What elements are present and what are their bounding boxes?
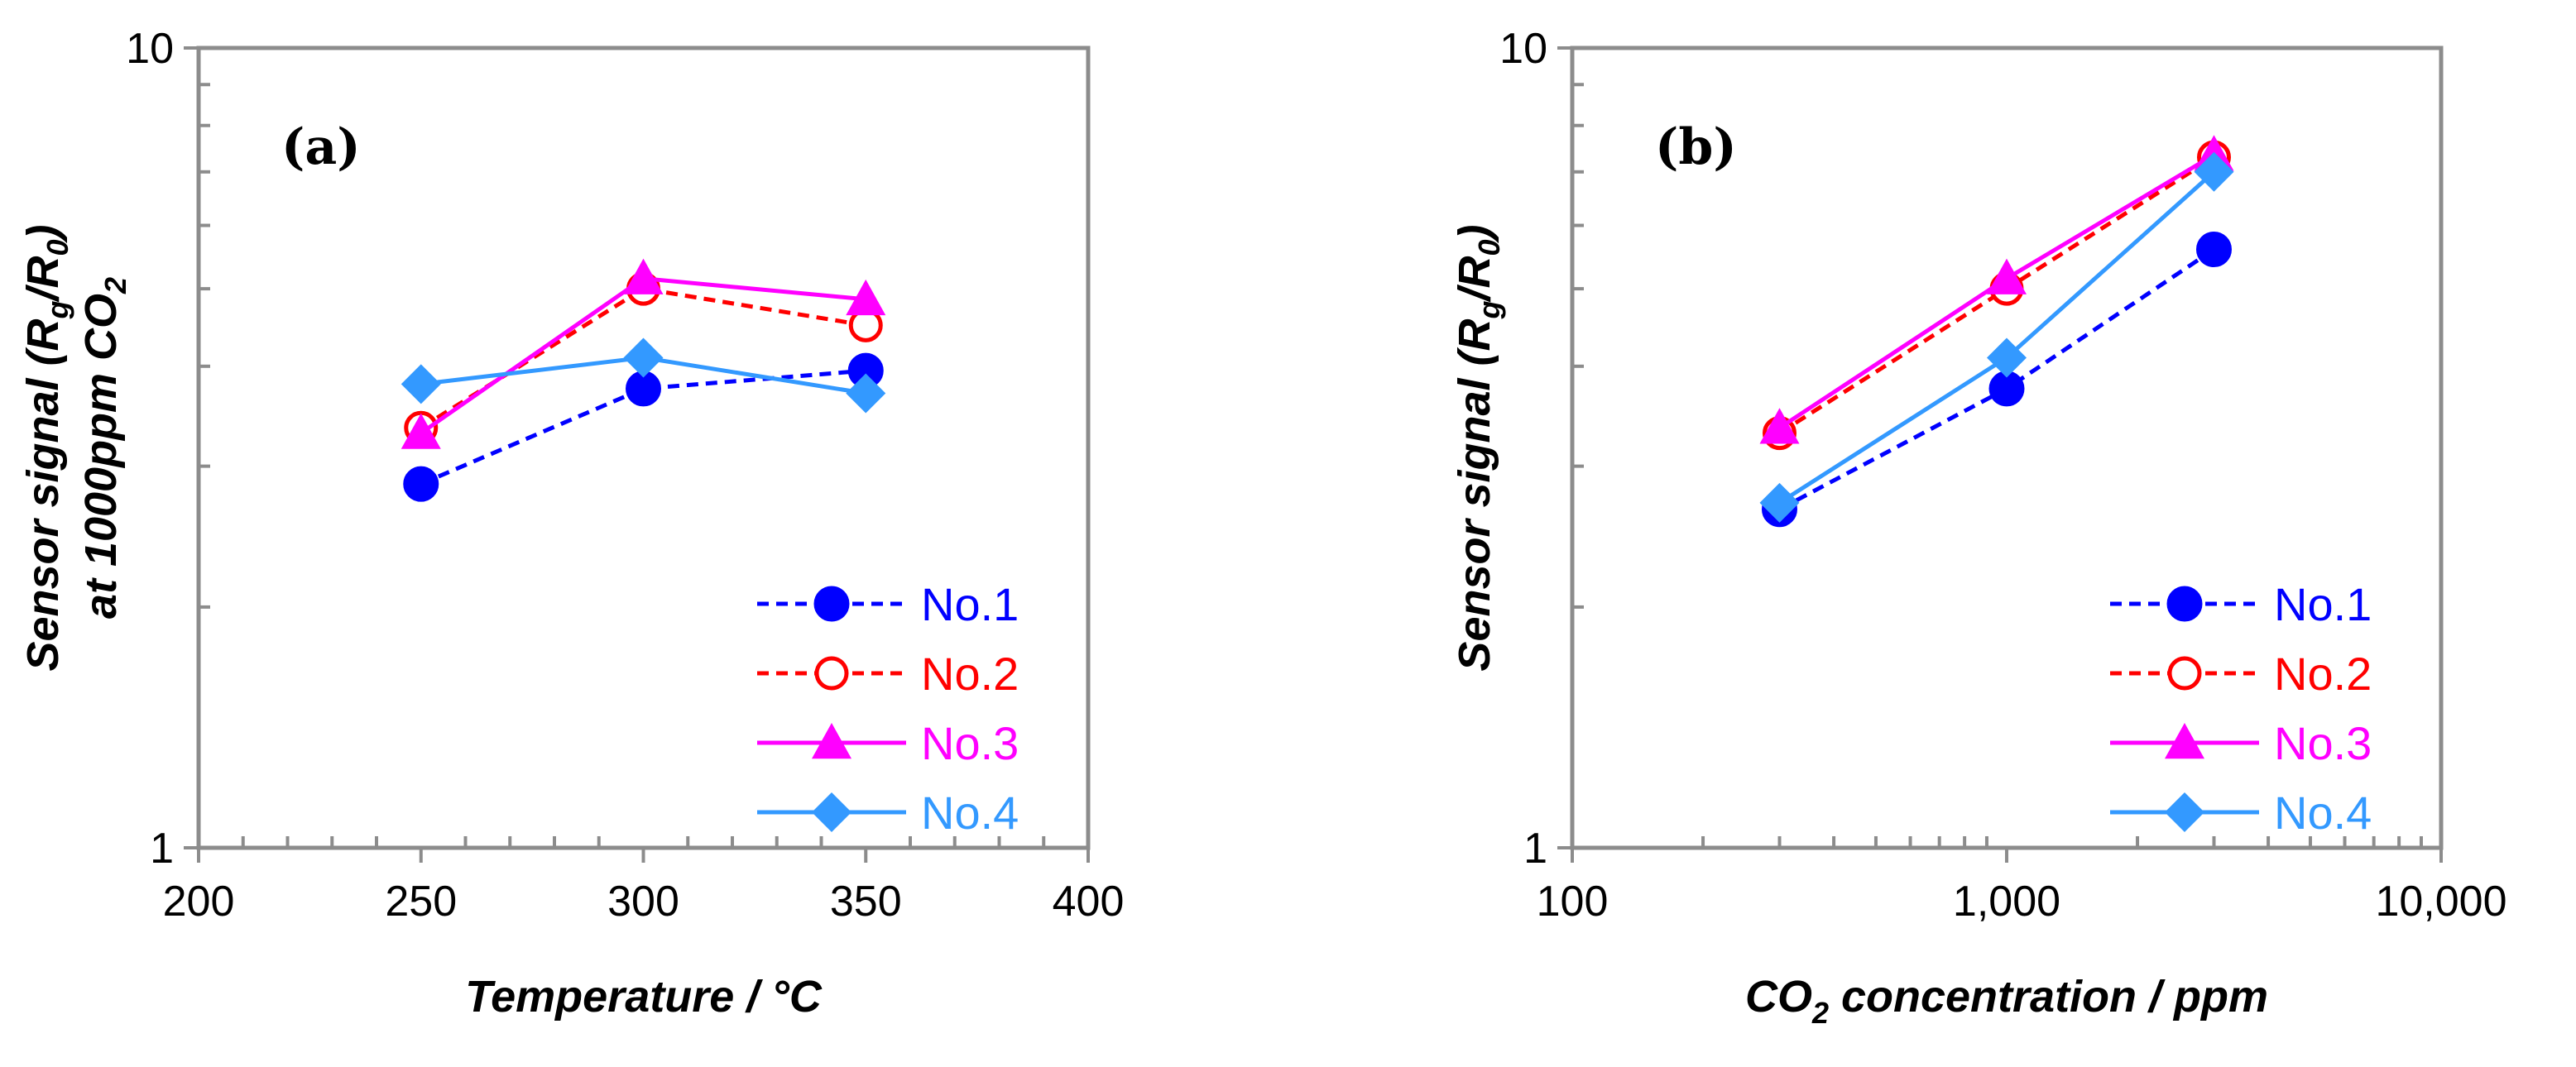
legend-label: No.3 bbox=[2274, 717, 2372, 769]
data-point bbox=[1759, 482, 1800, 523]
data-point bbox=[1987, 258, 2027, 294]
series-line bbox=[1778, 170, 2216, 505]
x-tick-label: 300 bbox=[607, 878, 679, 926]
y-axis-title: Sensor signal (Rg/R0) bbox=[1450, 224, 1506, 671]
legend-label: No.1 bbox=[921, 578, 1019, 630]
data-point bbox=[2194, 151, 2234, 192]
legend-marker bbox=[813, 586, 850, 622]
legend-marker bbox=[812, 723, 851, 759]
y-tick-label: 10 bbox=[1499, 25, 1547, 73]
x-tick-label: 350 bbox=[830, 878, 902, 926]
data-point bbox=[403, 466, 439, 502]
x-tick-label: 100 bbox=[1537, 878, 1609, 926]
legend-label: No.2 bbox=[2274, 648, 2372, 700]
legend-label: No.4 bbox=[921, 787, 1019, 839]
legend-label: No.1 bbox=[2274, 578, 2372, 630]
x-tick-label: 1,000 bbox=[1953, 878, 2060, 926]
y-tick-label: 1 bbox=[150, 825, 174, 873]
y-axis-title: Sensor signal (Rg/R0) bbox=[18, 224, 74, 671]
legend-marker bbox=[2166, 586, 2203, 622]
series-No.4 bbox=[401, 337, 886, 414]
x-tick-label: 10,000 bbox=[2375, 878, 2506, 926]
panel-label: (a) bbox=[281, 118, 361, 176]
data-point bbox=[846, 373, 886, 414]
x-tick-label: 400 bbox=[1053, 878, 1125, 926]
legend: No.1 No.2 No.3 No.4 bbox=[2110, 578, 2372, 839]
data-point bbox=[623, 337, 664, 378]
chart-panel-a: 1 10 200 250 300 350 400 (a) Temperature / °C Sen… bbox=[18, 25, 1124, 1022]
y-tick-label: 10 bbox=[126, 25, 174, 73]
panel-label: (b) bbox=[1655, 118, 1737, 176]
legend: No.1 No.2 No.3 No.4 bbox=[757, 578, 1019, 839]
y-axis-title-line2: at 1000ppm CO2 bbox=[76, 277, 132, 619]
data-point bbox=[623, 258, 664, 294]
legend-label: No.2 bbox=[921, 648, 1019, 700]
x-tick-label: 200 bbox=[163, 878, 235, 926]
legend-marker bbox=[2167, 656, 2202, 691]
series-line bbox=[420, 368, 866, 486]
data-point bbox=[846, 279, 886, 316]
series-No.4 bbox=[1759, 151, 2234, 523]
legend-marker bbox=[812, 792, 851, 832]
legend-marker bbox=[2165, 723, 2204, 759]
x-axis-title: Temperature / °C bbox=[465, 972, 823, 1022]
data-point bbox=[401, 364, 441, 404]
legend-marker bbox=[2165, 792, 2204, 832]
y-tick-label: 1 bbox=[1523, 825, 1547, 873]
legend-marker bbox=[814, 656, 849, 691]
chart-panel-b: 1 10 100 1,000 10,000 (b) CO2 concentration / … bbox=[1450, 25, 2507, 1030]
x-axis-title: CO2 concentration / ppm bbox=[1745, 972, 2268, 1030]
legend-label: No.3 bbox=[921, 717, 1019, 769]
data-point bbox=[1759, 408, 1800, 444]
series-No.1 bbox=[403, 352, 884, 502]
series-No.3 bbox=[401, 258, 886, 449]
legend-label: No.4 bbox=[2274, 787, 2372, 839]
data-point bbox=[2195, 232, 2232, 268]
data-point bbox=[1987, 337, 2027, 378]
data-point bbox=[401, 413, 441, 449]
x-tick-label: 250 bbox=[385, 878, 457, 926]
